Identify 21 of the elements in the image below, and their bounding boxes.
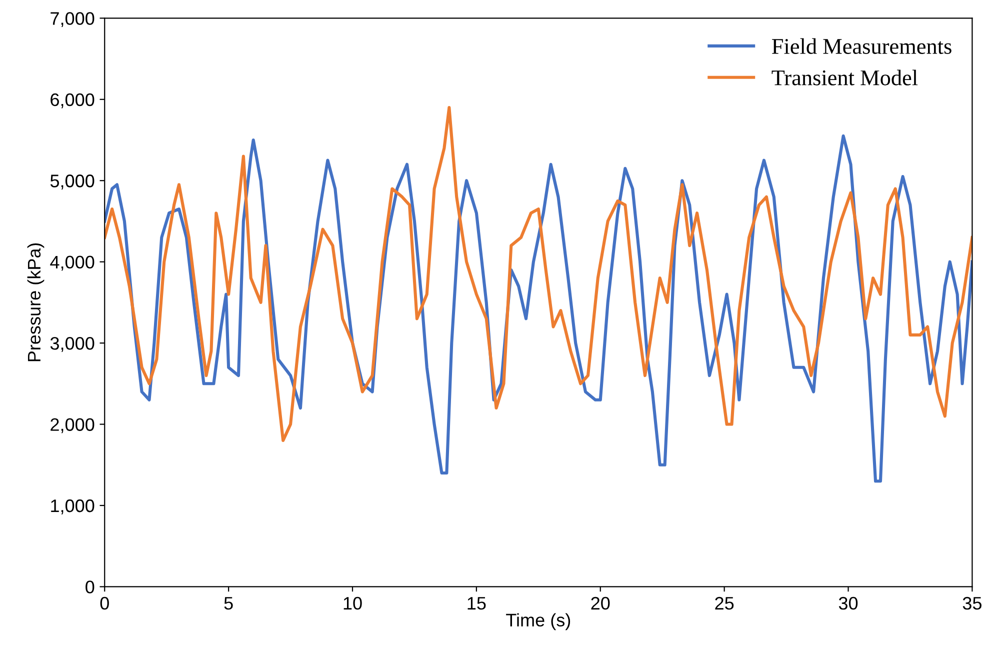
y-axis-title: Pressure (kPa)	[27, 243, 44, 362]
x-tick-label: 10	[344, 596, 362, 610]
y-tick-label: 7,000	[50, 12, 94, 28]
x-tick-label: 5	[224, 597, 233, 610]
y-tick-label: 2,000	[50, 418, 94, 434]
x-tick-label: 30	[838, 596, 858, 610]
legend-label: Field Measurements	[772, 38, 952, 54]
legend-label: Transient Model	[772, 70, 918, 86]
x-axis-title: Time (s)	[506, 613, 570, 630]
x-tick-label: 0	[100, 596, 109, 610]
y-tick-label: 4,000	[50, 256, 94, 271]
y-tick-label: 5,000	[50, 174, 94, 190]
x-tick-label: 20	[591, 596, 610, 610]
y-tick-label: 1,000	[51, 499, 94, 514]
x-tick-label: 35	[962, 596, 982, 610]
y-tick-label: 3,000	[50, 336, 94, 352]
y-tick-label: 6,000	[50, 93, 94, 108]
y-tick-label: 0	[86, 580, 94, 594]
x-tick-label: 15	[468, 597, 486, 610]
line-series	[104, 106, 972, 442]
x-tick-label: 25	[715, 596, 734, 610]
